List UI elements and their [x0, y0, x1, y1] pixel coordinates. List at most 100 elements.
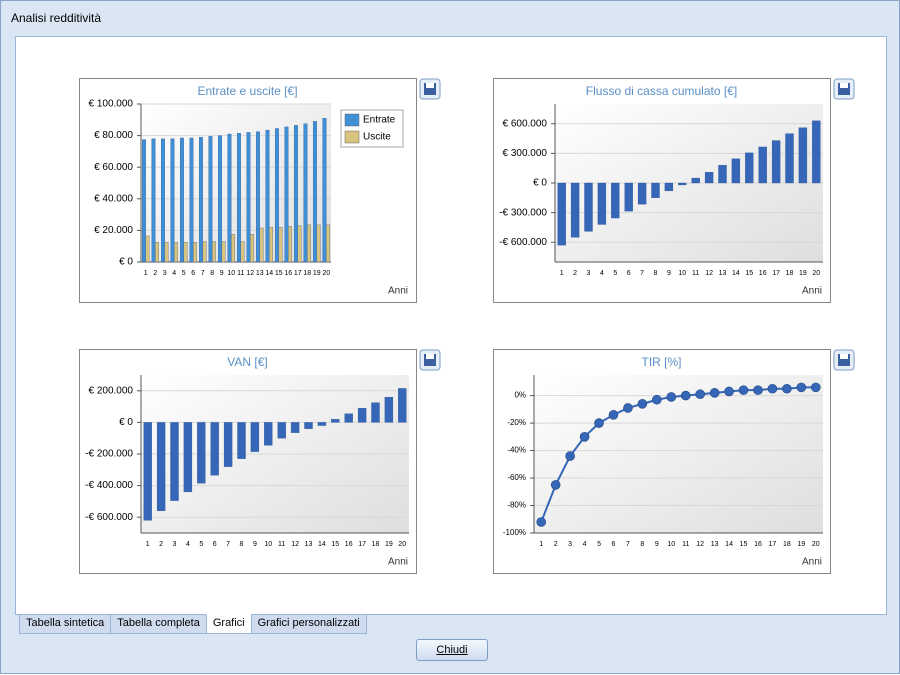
legend-label: Uscite: [363, 132, 391, 143]
bar: [202, 241, 207, 263]
bar: [771, 140, 781, 184]
chart-title: TIR [%]: [641, 355, 681, 369]
bar: [288, 226, 293, 263]
bar: [164, 242, 169, 263]
tab[interactable]: Tabella completa: [110, 614, 207, 634]
x-tick-label: 17: [358, 541, 366, 548]
tab[interactable]: Tabella sintetica: [19, 614, 112, 634]
y-tick-label: € 80.000: [94, 130, 133, 141]
bar: [284, 126, 289, 263]
bar: [758, 146, 767, 184]
x-tick-label: 10: [227, 270, 235, 277]
x-tick-label: 11: [692, 270, 699, 277]
bar: [637, 182, 647, 205]
bar: [297, 225, 302, 263]
point: [796, 382, 807, 393]
bar: [197, 422, 206, 484]
bar: [179, 137, 184, 263]
x-tick-label: 6: [612, 541, 616, 548]
bar: [170, 138, 175, 263]
x-tick-label: 5: [613, 270, 617, 277]
bar: [398, 388, 407, 423]
bar: [143, 422, 152, 521]
x-tick-label: 11: [278, 541, 285, 548]
bar: [155, 242, 160, 263]
bar: [151, 138, 156, 263]
bar: [597, 182, 607, 225]
x-tick-label: 13: [305, 541, 313, 548]
x-tick-label: 2: [153, 270, 157, 277]
x-tick-label: 18: [783, 541, 791, 548]
bar: [250, 422, 260, 452]
y-tick-label: € 600.000: [503, 118, 548, 129]
bar: [265, 129, 270, 263]
x-tick-label: 2: [159, 541, 163, 548]
bar: [678, 182, 687, 186]
x-tick-label: 16: [345, 541, 353, 548]
x-tick-label: 9: [253, 541, 257, 548]
point: [782, 383, 792, 394]
bar: [316, 224, 321, 263]
y-tick-label: -€ 600.000: [85, 512, 133, 523]
tab[interactable]: Grafici personalizzati: [250, 614, 367, 634]
bar: [255, 131, 260, 263]
bar: [237, 422, 246, 459]
x-tick-label: 18: [303, 270, 311, 277]
bar: [141, 139, 146, 263]
point: [680, 390, 691, 401]
x-tick-label: 5: [199, 541, 203, 548]
bar: [223, 422, 233, 467]
plot-area: [141, 104, 331, 262]
point: [695, 389, 705, 400]
bar: [217, 135, 222, 263]
y-tick-label: € 40.000: [94, 193, 133, 204]
x-tick-label: 5: [597, 541, 601, 548]
y-tick-label: € 0: [119, 257, 133, 268]
x-tick-label: 4: [583, 541, 587, 548]
bar: [651, 182, 660, 198]
close-button[interactable]: Chiudi: [416, 639, 488, 661]
bar: [278, 227, 283, 263]
save-icon[interactable]: [419, 349, 441, 371]
x-tick-label: 9: [655, 541, 659, 548]
x-tick-label: 5: [182, 270, 186, 277]
x-tick-label: 8: [210, 270, 214, 277]
bar: [557, 182, 566, 246]
x-tick-label: 19: [385, 541, 393, 548]
save-icon[interactable]: [419, 78, 441, 100]
y-tick-label: -40%: [507, 446, 526, 455]
bar: [624, 182, 633, 212]
x-tick-label: 8: [640, 541, 644, 548]
x-tick-label: 12: [291, 541, 299, 548]
point: [608, 410, 619, 420]
x-tick-label: 15: [745, 270, 753, 277]
bar: [812, 120, 821, 184]
bar: [246, 132, 251, 263]
x-tick-label: 13: [719, 270, 727, 277]
bar: [264, 422, 273, 446]
bar: [183, 422, 193, 493]
x-tick-label: 20: [398, 541, 406, 548]
bar: [156, 422, 166, 512]
legend-swatch: [344, 130, 360, 144]
x-tick-label: 19: [799, 270, 807, 277]
x-axis-label: Anni: [802, 557, 822, 568]
point: [767, 383, 778, 394]
point: [724, 386, 734, 397]
x-tick-label: 11: [682, 541, 689, 548]
y-tick-label: € 0: [533, 178, 547, 189]
bar: [611, 182, 620, 219]
bar: [307, 224, 312, 263]
bar: [312, 121, 317, 263]
bar: [384, 396, 394, 423]
x-tick-label: 18: [372, 541, 380, 548]
x-tick-label: 20: [812, 541, 820, 548]
save-icon[interactable]: [833, 78, 855, 100]
bar: [208, 136, 213, 263]
save-icon-label: [840, 354, 848, 359]
bar: [227, 133, 232, 263]
y-tick-label: € 300.000: [503, 148, 548, 159]
save-icon[interactable]: [833, 349, 855, 371]
x-tick-label: 19: [313, 270, 321, 277]
plot-area: [534, 375, 823, 533]
